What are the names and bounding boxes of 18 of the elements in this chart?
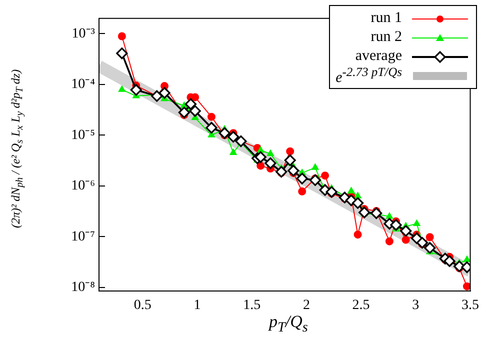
legend-label: e$^{-2.73 pT/Qs}$ — [336, 64, 402, 86]
x-tick-label: 0.5 — [134, 298, 152, 314]
y-tick-label: 10⁻³ — [72, 26, 95, 42]
x-tick-label: 2.5 — [352, 298, 370, 314]
y-tick-label: 10⁻⁷ — [71, 229, 96, 244]
y-tick-label: 10⁻⁵ — [71, 128, 96, 143]
y-tick-label: 10⁻⁶ — [71, 178, 96, 194]
y-tick-label: 10⁻⁸ — [71, 280, 96, 296]
x-tick-label: 3.5 — [462, 298, 479, 314]
x-tick-label: 3 — [412, 298, 420, 314]
x-axis-title: p$_{T}$/Q$_{s}$ — [267, 312, 309, 336]
legend-label: run 2 — [370, 29, 402, 46]
legend-label: average — [355, 48, 402, 65]
y-tick-label: 10⁻⁴ — [71, 77, 96, 92]
x-tick-label: 1.5 — [243, 298, 261, 314]
x-tick-label: 2 — [302, 298, 310, 314]
x-tick-label: 1 — [194, 298, 201, 314]
legend-label: run 1 — [370, 10, 402, 27]
